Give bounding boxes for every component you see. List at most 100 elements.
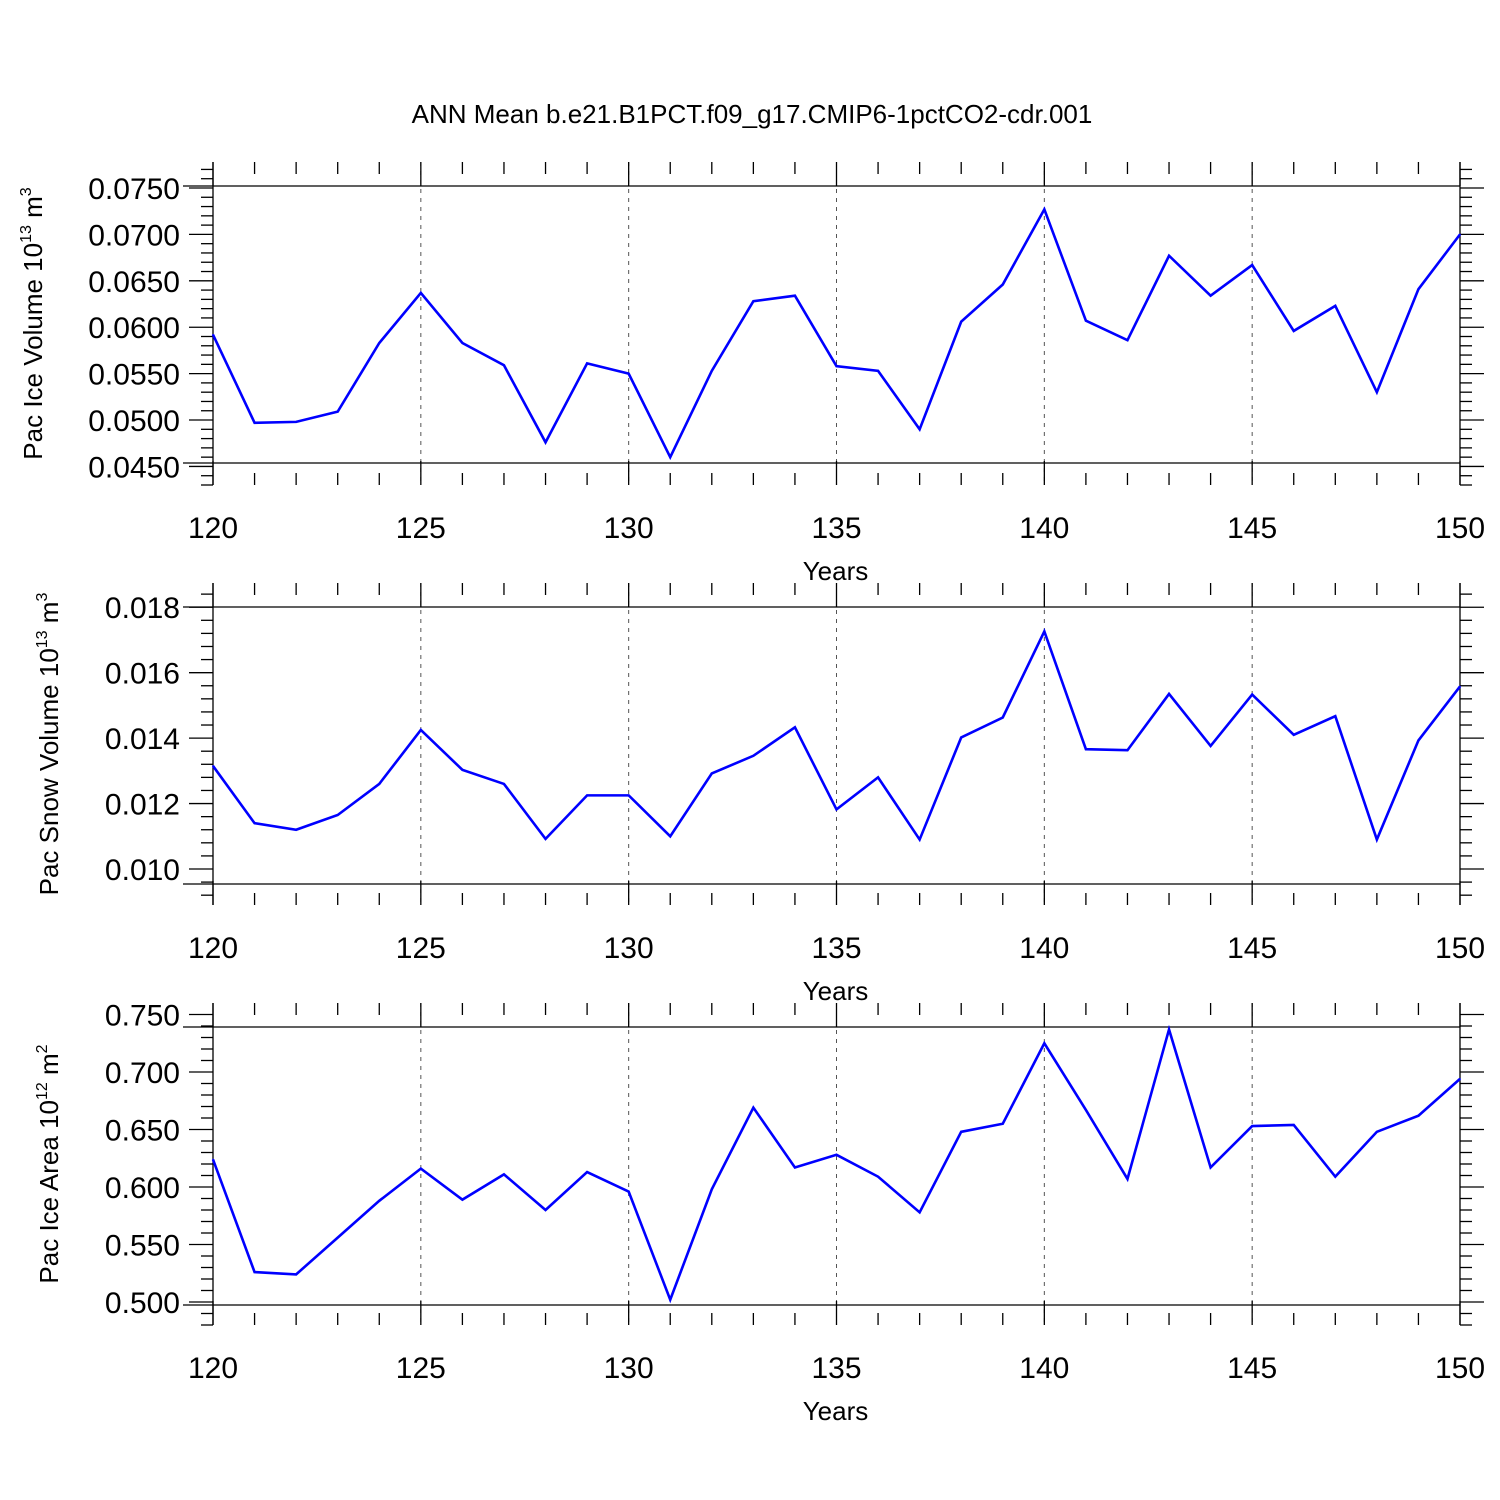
data-point — [1168, 1028, 1170, 1031]
data-point — [1376, 1131, 1378, 1133]
y-tick-label: 0.010 — [105, 854, 180, 887]
data-point — [1043, 630, 1046, 633]
x-axis-label: Years — [803, 556, 869, 586]
data-point — [960, 736, 962, 739]
panel-1: 120 125 130 135 140 145 150 0.0450 0.0500 0.0550 0… — [18, 162, 1485, 586]
y-tick-label: 0.0650 — [88, 266, 180, 299]
data-point — [1376, 391, 1378, 393]
data-point — [877, 776, 879, 779]
data-point — [544, 441, 547, 444]
x-tick-label: 150 — [1435, 1352, 1485, 1385]
data-point — [1043, 1042, 1046, 1045]
y-tick-label: 0.0600 — [88, 312, 180, 345]
data-point — [544, 1209, 547, 1211]
x-tick-label: 120 — [188, 1352, 238, 1385]
data-point — [1043, 208, 1046, 211]
y-tick-label: 0.012 — [105, 789, 180, 822]
data-point — [295, 421, 297, 423]
data-point — [1209, 294, 1212, 297]
data-point — [1334, 715, 1337, 717]
data-point — [1417, 288, 1420, 290]
data-point — [461, 1198, 464, 1201]
data-point — [794, 1166, 796, 1169]
data-point — [960, 1131, 962, 1133]
panel-2: 120 125 130 135 140 145 150 0.010 0.012 0.014 0.01… — [34, 583, 1485, 1006]
data-point — [295, 828, 297, 831]
data-point — [918, 838, 921, 841]
data-point — [918, 1211, 921, 1214]
data-point — [794, 294, 796, 297]
data-point — [1085, 319, 1087, 322]
data-point — [794, 726, 796, 729]
y-axis-label-sup: 13 — [34, 630, 51, 648]
data-point — [1292, 1124, 1295, 1126]
y-tick-label: 0.0700 — [88, 219, 180, 252]
y-axis-label-unit_sup: 3 — [34, 593, 51, 602]
data-point — [711, 772, 713, 775]
series-line — [211, 628, 1462, 844]
y-axis-label-unit_sup: 2 — [34, 1044, 51, 1053]
data-point — [461, 769, 464, 771]
y-axis-label-sup: 13 — [18, 225, 35, 243]
x-tick-label: 135 — [811, 1352, 861, 1385]
data-point — [1168, 254, 1170, 257]
y-axis-label-text: Pac Ice Area 10 — [34, 1100, 64, 1284]
y-tick-label: 0.016 — [105, 658, 180, 691]
x-tick-label: 135 — [811, 512, 861, 545]
x-tick-label: 130 — [604, 1352, 654, 1385]
data-point — [1334, 305, 1337, 307]
y-tick-label: 0.0500 — [88, 405, 180, 438]
x-tick-label: 140 — [1019, 932, 1069, 965]
y-tick-label: 0.500 — [105, 1287, 180, 1320]
data-point — [835, 808, 838, 811]
y-tick-label: 0.700 — [105, 1057, 180, 1090]
x-tick-label: 135 — [811, 932, 861, 965]
data-point — [627, 794, 630, 797]
y-tick-label: 0.550 — [105, 1230, 180, 1263]
x-tick-label: 145 — [1227, 932, 1277, 965]
data-point — [1168, 693, 1170, 695]
x-axis-label: Years — [803, 1396, 869, 1426]
chart-title: ANN Mean b.e21.B1PCT.f09_g17.CMIP6-1pctC… — [412, 99, 1093, 129]
data-point — [1376, 838, 1378, 841]
y-tick-label: 0.0750 — [88, 173, 180, 206]
data-point — [378, 783, 381, 785]
data-point — [711, 1188, 713, 1191]
data-point — [420, 729, 422, 731]
x-tick-label: 125 — [396, 1352, 446, 1385]
data-point — [835, 1154, 838, 1156]
x-tick-label: 140 — [1019, 1352, 1069, 1385]
data-point — [1251, 264, 1253, 266]
data-point — [1209, 1166, 1212, 1169]
panels: 120 125 130 135 140 145 150 0.0450 0.0500 0.0550 0… — [18, 162, 1485, 1426]
x-tick-label: 150 — [1435, 512, 1485, 545]
y-axis-label-unit: m — [34, 1053, 64, 1082]
data-point — [420, 1167, 422, 1170]
data-point — [1459, 233, 1461, 236]
data-point — [544, 838, 547, 840]
data-point — [752, 1106, 755, 1109]
data-point — [212, 765, 214, 767]
data-point — [1334, 1175, 1337, 1178]
data-point — [669, 1298, 672, 1301]
data-point — [669, 456, 672, 458]
data-point — [1001, 716, 1004, 719]
data-point — [212, 1158, 214, 1161]
data-point — [1085, 748, 1087, 751]
x-tick-label: 120 — [188, 932, 238, 965]
data-point — [1292, 330, 1295, 332]
x-tick-label: 150 — [1435, 932, 1485, 965]
data-point — [711, 370, 713, 372]
data-point — [1126, 1178, 1129, 1180]
y-axis-label-text: Pac Snow Volume 10 — [34, 648, 64, 895]
y-axis-label: Pac Snow Volume 1013 m3 — [34, 593, 64, 896]
data-point — [669, 835, 672, 838]
data-point — [752, 754, 755, 757]
data-point — [586, 362, 588, 365]
data-point — [627, 372, 630, 375]
y-axis-label-text: Pac Ice Volume 10 — [18, 243, 48, 460]
y-axis-label: Pac Ice Area 1012 m2 — [34, 1044, 64, 1283]
data-point — [212, 333, 214, 336]
data-point — [1001, 283, 1004, 286]
